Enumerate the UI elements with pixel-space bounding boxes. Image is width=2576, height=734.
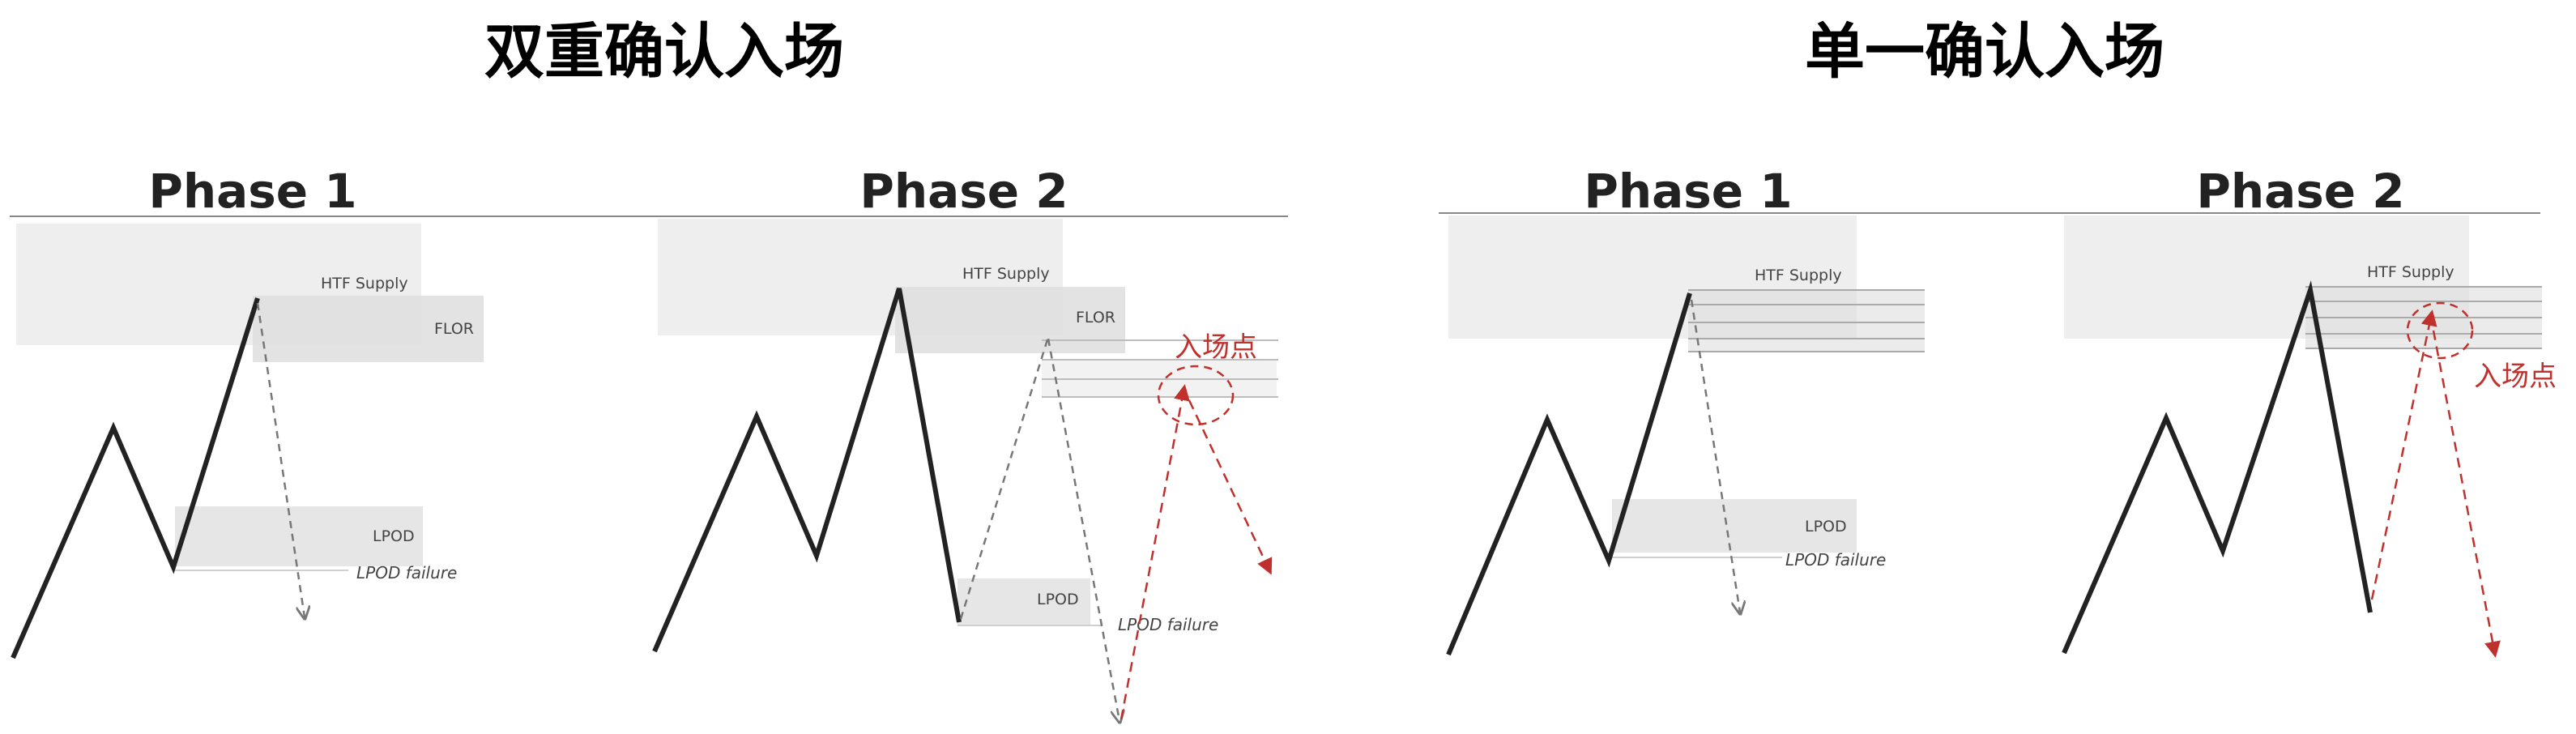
- lpod-failure-label: LPOD failure: [1785, 550, 1886, 570]
- entry-rise-arrow: [1120, 384, 1190, 720]
- lpod-failure-label: LPOD failure: [1118, 615, 1218, 634]
- lpod-label: LPOD: [373, 527, 415, 545]
- entry-rise-arrow: [2370, 309, 2437, 600]
- entry-drop-arrow: [2432, 330, 2501, 658]
- price-path: [11, 297, 260, 659]
- panel-left-phase-2: Phase 2 HTF Supply FLOR LPOD LPOD failur…: [652, 164, 1278, 721]
- projected-drop-arrow: [256, 302, 305, 617]
- projected-drop-arrow: [1690, 299, 1740, 612]
- lpod-zone: [957, 578, 1090, 625]
- htf-supply-label: HTF Supply: [321, 275, 408, 292]
- flor-zone: [253, 296, 484, 362]
- htf-supply-label: HTF Supply: [962, 265, 1050, 283]
- price-path: [652, 288, 962, 653]
- title-single-confirmation: 单一确认入场: [1805, 17, 2164, 87]
- price-path: [1446, 292, 1692, 656]
- projected-rise-arrow: [959, 336, 1050, 620]
- lpod-label: LPOD: [1805, 518, 1847, 536]
- entry-point-label: 入场点: [2474, 361, 2557, 393]
- flor-zone: [1688, 290, 1925, 352]
- phase-label: Phase 2: [2196, 164, 2404, 219]
- panel-right-phase-1: Phase 1 HTF Supply LPOD LPOD failure: [1446, 164, 1925, 656]
- phase-label: Phase 2: [859, 164, 1068, 219]
- flor-label: FLOR: [1076, 309, 1115, 326]
- entry-point-label: 入场点: [1175, 331, 1257, 364]
- lpod-failure-label: LPOD failure: [356, 563, 457, 583]
- flor-zone: [895, 287, 1125, 353]
- entry-point-circle: [2406, 301, 2474, 360]
- lpod-label: LPOD: [1037, 591, 1079, 608]
- entry-drop-arrow: [1188, 399, 1273, 575]
- title-double-confirmation: 双重确认入场: [484, 17, 844, 87]
- lpod-zone: [175, 506, 423, 566]
- htf-supply-label: HTF Supply: [2367, 263, 2454, 281]
- entry-point-circle: [1157, 365, 1235, 426]
- panel-left-phase-1: Phase 1 HTF Supply FLOR LPOD LPOD failur…: [11, 164, 484, 659]
- projected-drop-arrow: [1047, 338, 1120, 721]
- price-path: [2062, 280, 2373, 655]
- htf-supply-label: HTF Supply: [1755, 267, 1842, 284]
- phase-label: Phase 1: [1584, 164, 1792, 219]
- phase-label: Phase 1: [148, 164, 356, 219]
- panel-right-phase-2: Phase 2 HTF Supply 入场点: [2062, 164, 2557, 658]
- lpod-zone: [1612, 499, 1857, 553]
- flor-label: FLOR: [434, 320, 474, 338]
